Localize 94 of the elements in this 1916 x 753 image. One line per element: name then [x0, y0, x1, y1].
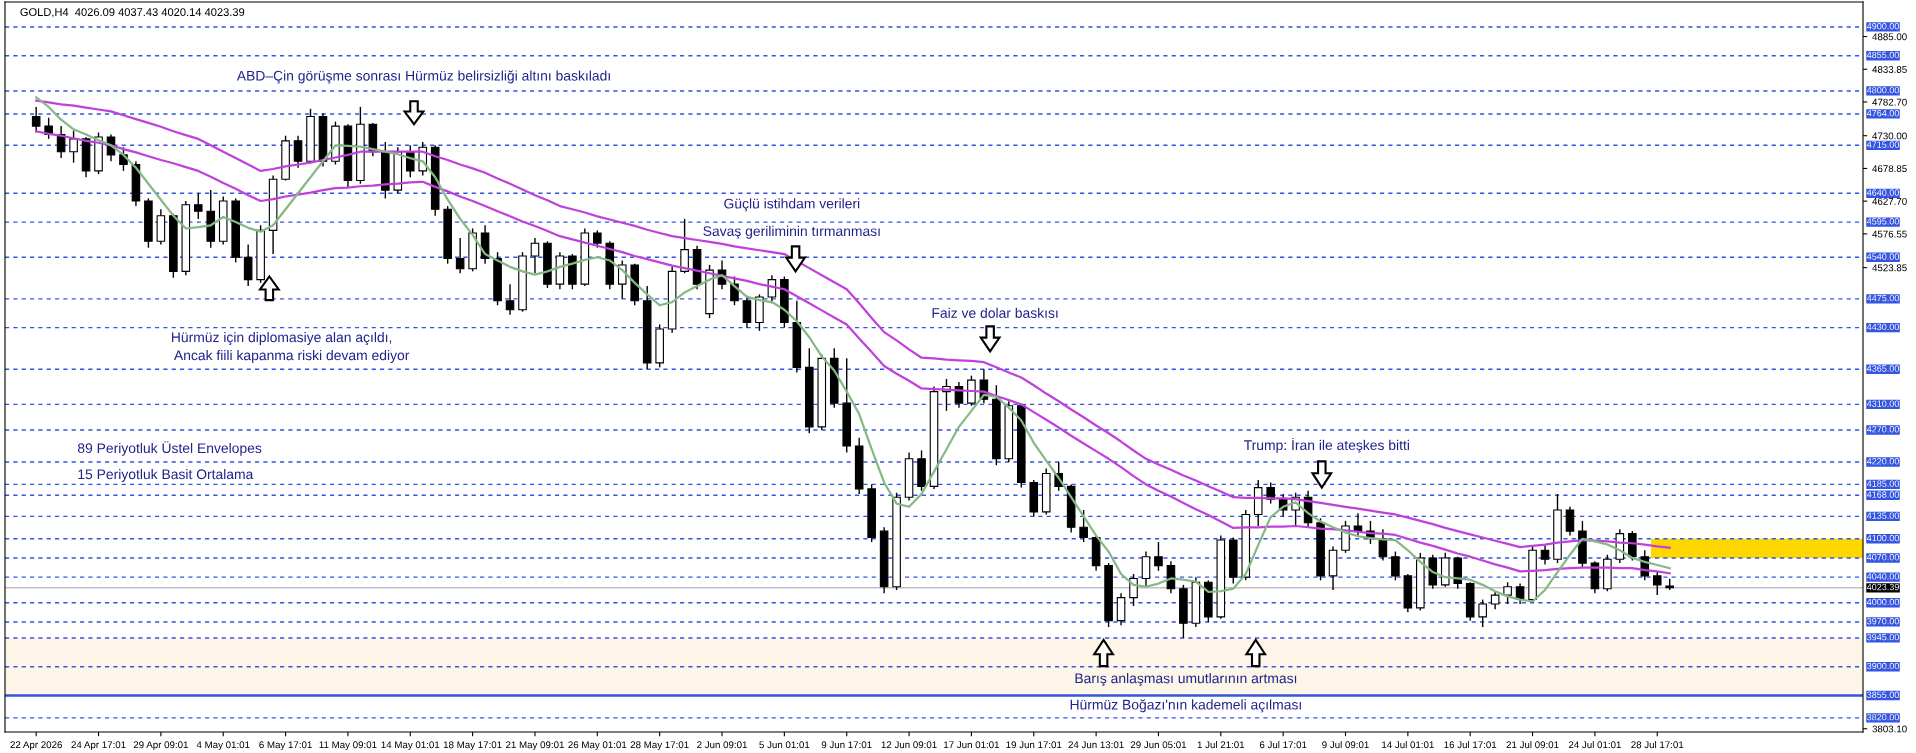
- x-tick-label: 2 Jun 09:01: [697, 741, 747, 749]
- candlestick: [530, 237, 540, 274]
- y-tick-label: 4782.70: [1872, 98, 1907, 106]
- annotation: Güçlü istihdam verileri: [724, 198, 860, 212]
- ref-line-label: 4475.00: [1866, 294, 1899, 302]
- x-tick-label: 22 Apr 2026: [10, 741, 62, 751]
- ref-line-label: 4135.00: [1866, 512, 1899, 519]
- x-tick-label: 12 Jun 09:01: [881, 741, 937, 749]
- candlestick: [293, 135, 303, 169]
- ref-line-label: 4168.00: [1866, 491, 1899, 498]
- x-tick-label: 26 May 01:01: [568, 741, 627, 751]
- x-tick-label: 14 Jul 01:01: [1382, 741, 1434, 749]
- ref-line-label: 4640.00: [1866, 189, 1899, 196]
- x-tick-label: 6 Jul 17:01: [1259, 741, 1307, 749]
- x-tick-label: 9 Jul 09:01: [1322, 741, 1369, 749]
- x-tick-label: 6 May 17:01: [259, 741, 312, 751]
- annotation: ABD–Çin görüşme sonrası Hürmüz belirsizliği altını baskıladı: [236, 70, 610, 84]
- x-tick-label: 9 Jun 17:01: [821, 741, 872, 749]
- ref-line-label: 4185.00: [1866, 480, 1899, 487]
- y-tick-label: 4833.85: [1872, 66, 1907, 73]
- y-tick-label: 4730.00: [1872, 132, 1907, 140]
- x-tick-label: 16 Jul 17:01: [1444, 741, 1497, 749]
- ref-line-label: 4800.00: [1866, 86, 1899, 94]
- y-tick-label: 3803.10: [1872, 725, 1907, 733]
- ref-line-label: 4040.00: [1866, 573, 1899, 580]
- x-tick-label: 21 Jul 09:01: [1506, 741, 1559, 749]
- candlestick: [505, 283, 515, 316]
- ref-line-label: 4270.00: [1866, 426, 1899, 433]
- candlestick: [1141, 550, 1151, 588]
- candlestick: [1079, 509, 1088, 543]
- ref-line-label: 4595.00: [1866, 218, 1899, 225]
- annotation: Barış anlaşması umutlarının artması: [1075, 673, 1297, 687]
- ref-line-label: 4100.00: [1866, 534, 1899, 542]
- ref-line-label: 4540.00: [1866, 253, 1899, 260]
- annotation: 89 Periyotluk Üstel Envelopes: [77, 441, 262, 456]
- ref-line-label: 4310.00: [1866, 400, 1899, 407]
- candlestick: [69, 129, 78, 164]
- ref-line-label: 4000.00: [1866, 598, 1899, 606]
- x-tick-label: 24 Jun 13:01: [1068, 741, 1124, 749]
- ref-line-label: 4023.39: [1866, 583, 1899, 591]
- x-tick-label: 29 Apr 09:01: [133, 741, 188, 751]
- ref-line-label: 4900.00: [1866, 22, 1899, 30]
- annotation: Savaş geriliminin tırmanması: [703, 225, 880, 239]
- candlestick: [1652, 571, 1662, 596]
- y-tick-label: 4678.85: [1872, 165, 1907, 173]
- x-tick-label: 14 May 01:01: [381, 741, 440, 751]
- x-tick-label: 1 Jul 21:01: [1197, 741, 1245, 749]
- annotation: Trump: İran ile ateşkes bitti: [1244, 437, 1409, 453]
- candlestick: [31, 106, 41, 134]
- y-tick-label: 4885.00: [1872, 33, 1907, 41]
- x-tick-label: 5 Jun 01:01: [759, 741, 810, 749]
- ref-line-label: 4764.00: [1866, 109, 1899, 117]
- candlestick: [1116, 592, 1126, 626]
- x-tick-label: 11 May 09:01: [319, 741, 377, 751]
- x-tick-label: 21 May 09:01: [506, 741, 564, 751]
- candlestick: [455, 237, 465, 274]
- candlestick: [1503, 581, 1512, 605]
- candlestick: [243, 243, 253, 287]
- annotation: Faiz ve dolar baskısı: [932, 307, 1058, 318]
- candlestick: [1391, 550, 1400, 582]
- annotation: Hürmüz Boğazı'nın kademeli açılması: [1070, 699, 1301, 713]
- ref-line-label: 3820.00: [1867, 713, 1899, 721]
- x-tick-label: 29 Jun 05:01: [1130, 741, 1187, 749]
- candlestick: [1540, 544, 1550, 566]
- chart-title: GOLD,H4 4026.09 4037.43 4020.14 4023.39: [20, 8, 245, 18]
- candlestick: [1154, 541, 1163, 572]
- ref-line-label: 4070.00: [1866, 554, 1899, 561]
- ref-line-label: 3970.00: [1867, 617, 1899, 625]
- ref-line-label: 4365.00: [1866, 365, 1899, 372]
- x-tick-label: 17 Jun 01:01: [944, 741, 1000, 749]
- candlestick: [1478, 598, 1487, 628]
- annotation: 15 Periyotluk Basit Ortalama: [78, 468, 254, 482]
- ref-line-label: 4855.00: [1866, 51, 1899, 59]
- x-tick-label: 28 Jul 17:01: [1631, 741, 1684, 749]
- candlestick: [967, 374, 976, 407]
- annotation: Hürmüz için diplomasiye alan açıldı, Ancak fiili kapanma riski devam ediyor: [171, 331, 410, 363]
- ref-line-label: 3945.00: [1867, 633, 1899, 641]
- y-tick-label: 4523.85: [1872, 264, 1907, 272]
- ref-line-label: 3855.00: [1867, 691, 1899, 698]
- ref-line-label: 4220.00: [1866, 458, 1899, 465]
- x-tick-label: 28 May 17:01: [630, 741, 689, 751]
- x-tick-label: 4 May 01:01: [196, 741, 250, 751]
- ref-line-label: 4715.00: [1866, 141, 1899, 148]
- x-tick-label: 24 Jul 01:01: [1568, 741, 1621, 749]
- ref-line-label: 3900.00: [1867, 662, 1899, 670]
- ref-line-label: 4430.00: [1866, 323, 1899, 331]
- x-tick-label: 19 Jun 17:01: [1006, 741, 1062, 749]
- x-tick-label: 18 May 17:01: [443, 741, 502, 751]
- candlestick: [680, 218, 689, 274]
- x-tick-label: 24 Apr 17:01: [71, 741, 126, 751]
- candlestick: [193, 192, 203, 220]
- candlestick: [1565, 506, 1575, 537]
- y-tick-label: 4627.70: [1872, 197, 1907, 205]
- y-tick-label: 4576.55: [1872, 230, 1907, 238]
